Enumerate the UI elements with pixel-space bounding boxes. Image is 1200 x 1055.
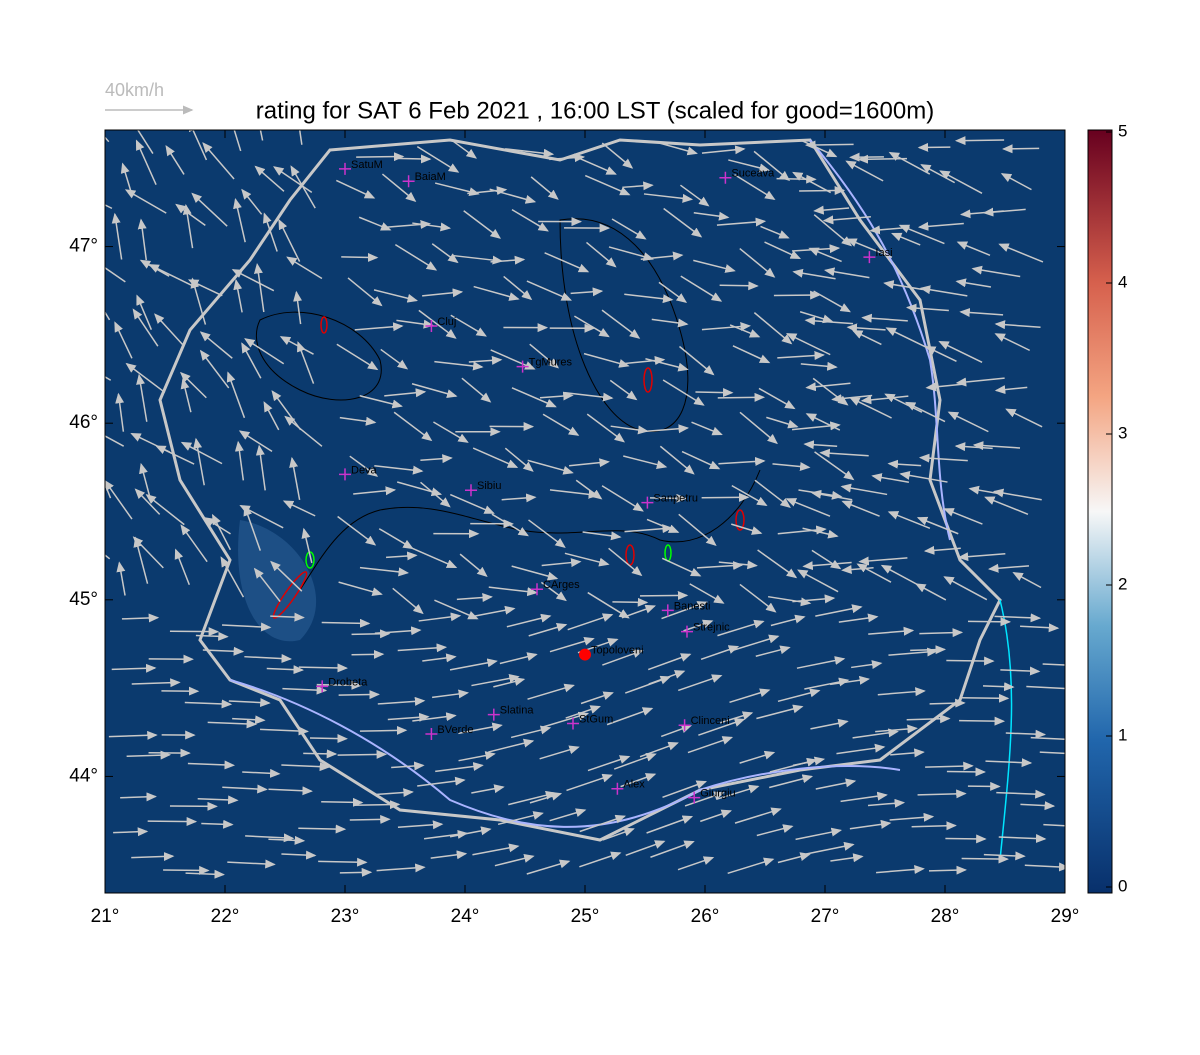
place-dot xyxy=(579,649,591,661)
lon-tick-label: 24° xyxy=(451,906,480,927)
wind-scale-label: 40km/h xyxy=(105,80,164,100)
colorbar-tick-label: 3 xyxy=(1118,423,1127,442)
wind-arrow xyxy=(395,158,430,159)
wind-arrow xyxy=(718,397,764,398)
lon-tick-label: 26° xyxy=(691,906,720,927)
wind-arrow xyxy=(962,859,1008,860)
wind-arrow xyxy=(702,497,748,498)
place-label: Sanpetru xyxy=(653,493,698,505)
colorbar-tick-label: 4 xyxy=(1118,272,1127,291)
place-label: Suceava xyxy=(731,168,775,180)
wind-arrow xyxy=(695,392,732,393)
lat-tick-label: 46° xyxy=(69,412,98,433)
place-label: Cluj xyxy=(437,316,456,328)
wind-arrow xyxy=(299,667,347,668)
wind-arrow xyxy=(945,838,985,839)
place-label: Strejnic xyxy=(693,622,730,634)
wind-arrow xyxy=(929,870,965,871)
map-title: rating for SAT 6 Feb 2021 , 16:00 LST (s… xyxy=(256,97,934,124)
wind-arrow xyxy=(640,595,687,596)
wind-arrow xyxy=(352,654,383,655)
colorbar xyxy=(1088,130,1112,893)
place-label: BaiaM xyxy=(415,171,446,183)
place-label: Giurgiu xyxy=(700,788,735,800)
wind-arrow xyxy=(947,772,985,773)
wind-arrow xyxy=(968,621,1010,622)
colorbar-tick-label: 5 xyxy=(1118,121,1127,140)
place-label: BVerde xyxy=(437,724,473,736)
wind-arrow xyxy=(356,157,403,158)
wind-arrow xyxy=(946,661,993,662)
wind-arrow xyxy=(720,285,758,286)
wind-arrow xyxy=(322,622,369,623)
place-label: Alex xyxy=(623,779,645,791)
wind-arrow xyxy=(956,140,1004,141)
wind-arrow xyxy=(338,754,386,755)
colorbar-tick-label: 0 xyxy=(1118,876,1127,895)
wind-arrow xyxy=(310,738,346,739)
lon-tick-label: 25° xyxy=(571,906,600,927)
colorbar-tick-label: 2 xyxy=(1118,574,1127,593)
map-background xyxy=(105,130,1065,893)
wind-arrow xyxy=(910,649,944,650)
lat-tick-label: 45° xyxy=(69,589,98,610)
wind-arrow xyxy=(959,721,1003,722)
wind-arrow xyxy=(318,861,366,862)
place-label: Drobeta xyxy=(328,676,368,688)
wind-arrow xyxy=(303,753,335,754)
wind-arrow xyxy=(339,694,379,695)
place-label: Banesti xyxy=(674,600,711,612)
place-label: Slatina xyxy=(500,705,535,717)
lon-tick-label: 21° xyxy=(91,906,120,927)
wind-arrow xyxy=(806,144,853,145)
wind-arrow xyxy=(930,703,965,704)
wind-arrow xyxy=(774,295,819,296)
place-label: Topoloveni xyxy=(591,644,644,656)
place-label: Sibiu xyxy=(477,480,501,492)
lat-tick-label: 47° xyxy=(69,236,98,257)
wind-arrow xyxy=(341,257,377,258)
lon-tick-label: 27° xyxy=(811,906,840,927)
place-label: CArges xyxy=(543,579,580,591)
lon-tick-label: 22° xyxy=(211,906,240,927)
place-label: TgMures xyxy=(529,357,573,369)
lon-tick-label: 29° xyxy=(1051,906,1080,927)
wind-arrow xyxy=(777,179,816,180)
wind-arrow xyxy=(1004,148,1040,149)
wind-arrow xyxy=(799,190,844,191)
place-label: SatuM xyxy=(351,159,383,171)
place-label: Deva xyxy=(351,464,378,476)
place-label: Iasi xyxy=(875,247,892,259)
place-label: Clinceni xyxy=(691,715,730,727)
place-label: StGum xyxy=(579,713,613,725)
wind-arrow xyxy=(350,819,389,820)
wind-arrow xyxy=(360,730,406,731)
wind-arrow xyxy=(612,602,646,603)
wind-arrow xyxy=(340,872,371,873)
lat-tick-label: 44° xyxy=(69,765,98,786)
wind-arrow xyxy=(298,828,344,829)
lon-tick-label: 28° xyxy=(931,906,960,927)
lon-tick-label: 23° xyxy=(331,906,360,927)
colorbar-tick-label: 1 xyxy=(1118,725,1127,744)
wind-arrow xyxy=(321,802,362,803)
wind-arrow xyxy=(352,634,389,635)
wind-arrow xyxy=(353,804,399,805)
wind-arrow xyxy=(960,698,1008,699)
